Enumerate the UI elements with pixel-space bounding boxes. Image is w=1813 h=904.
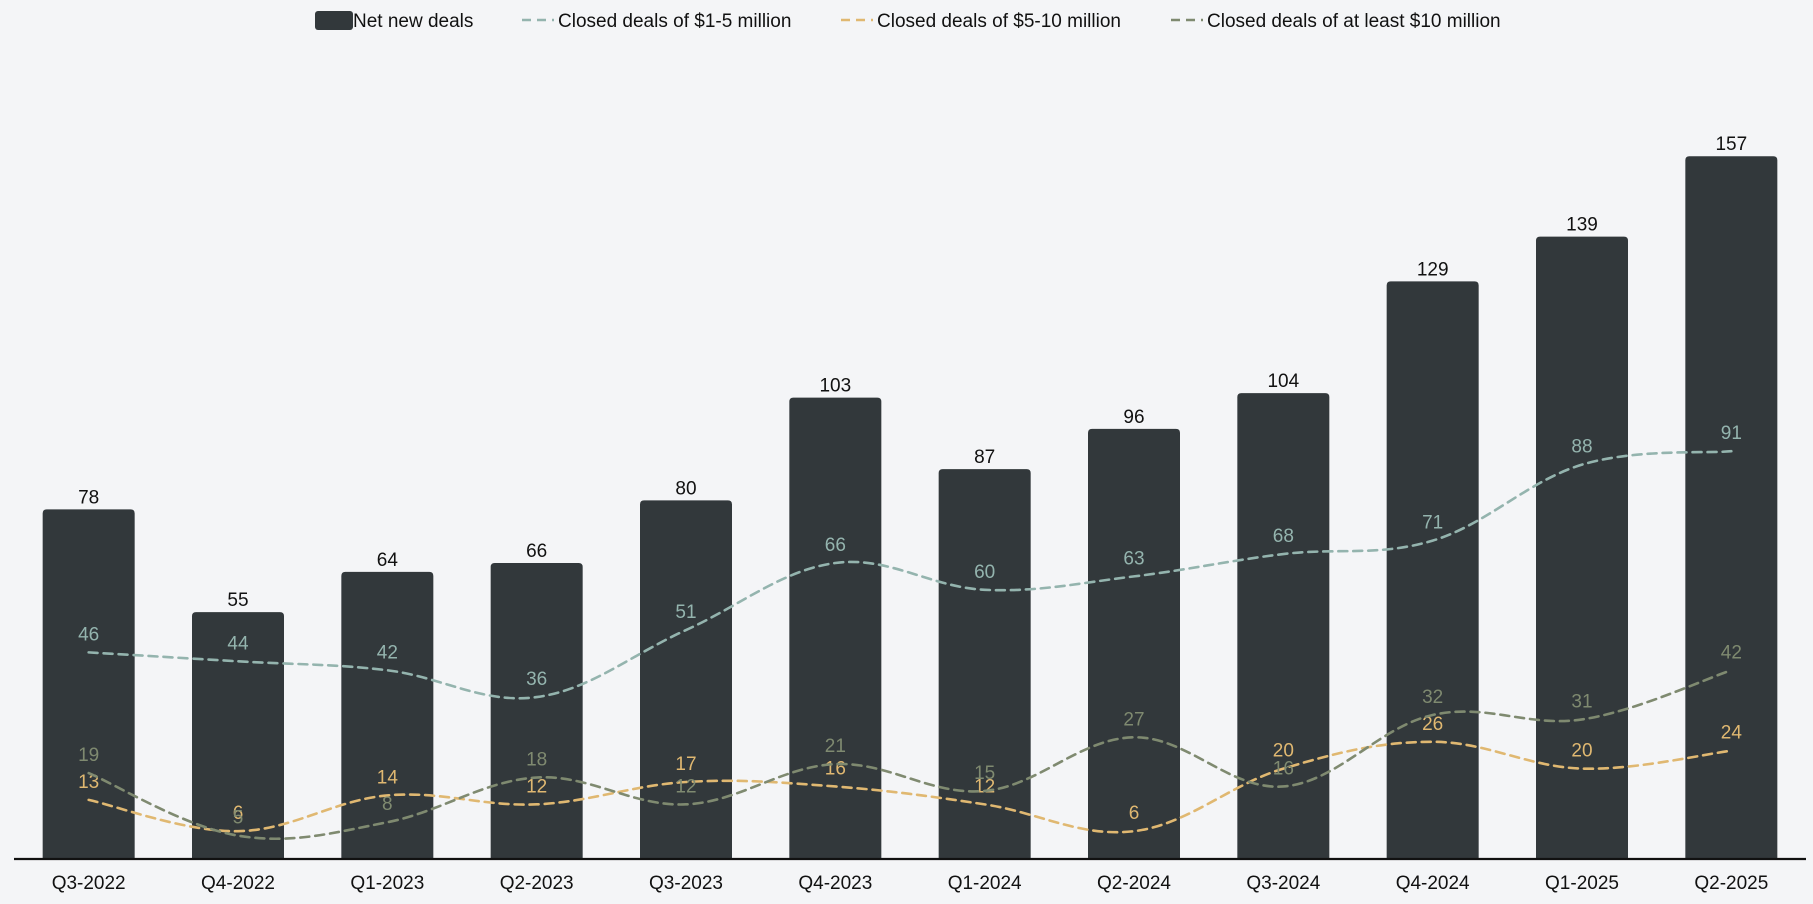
line-data-label: 60 <box>974 562 995 583</box>
legend-item: Net new deals <box>315 11 473 32</box>
bar <box>938 469 1031 858</box>
line-data-label: 42 <box>1721 642 1742 663</box>
line-data-label: 24 <box>1721 723 1743 744</box>
x-tick-label: Q4-2024 <box>1396 873 1470 894</box>
line-data-label: 6 <box>1129 803 1140 824</box>
series-line <box>87 449 1733 700</box>
legend-label: Closed deals of $1-5 million <box>558 11 791 32</box>
bar <box>1536 236 1628 859</box>
line-data-label: 32 <box>1422 687 1443 708</box>
bar-data-label: 104 <box>1267 371 1299 392</box>
bar <box>192 612 284 858</box>
line-series: 19 5 8 18 12 21 15 27 16 32 31 42 <box>78 642 1742 841</box>
x-tick-label: Q4-2022 <box>201 873 275 894</box>
bar <box>1237 393 1330 858</box>
x-tick-label: Q3-2022 <box>52 873 126 894</box>
line-data-label: 20 <box>1571 741 1592 762</box>
line-data-label: 26 <box>1422 714 1443 735</box>
line-data-label: 51 <box>675 602 696 623</box>
bar-data-label: 139 <box>1566 215 1598 236</box>
x-tick-label: Q1-2023 <box>350 873 424 894</box>
bar-data-label: 66 <box>526 541 547 562</box>
line-data-label: 66 <box>825 535 846 556</box>
line-data-label: 6 <box>233 803 244 824</box>
legend-item: Closed deals of $5-10 million <box>841 11 1121 32</box>
bar-data-label: 96 <box>1123 407 1144 428</box>
legend-label: Closed deals of $5-10 million <box>877 11 1121 32</box>
line-data-label: 5 <box>233 808 244 829</box>
series-line <box>87 668 1733 841</box>
x-tick-label: Q1-2025 <box>1545 873 1619 894</box>
line-data-label: 42 <box>377 642 398 663</box>
line-data-label: 44 <box>227 633 249 654</box>
bar <box>42 509 135 858</box>
line-data-label: 68 <box>1273 526 1294 547</box>
bar-data-label: 129 <box>1417 259 1449 280</box>
bar <box>341 571 434 858</box>
legend-label: Closed deals of at least $10 million <box>1207 11 1501 32</box>
line-data-label: 18 <box>526 750 547 771</box>
bar-data-label: 78 <box>78 487 99 508</box>
line-data-label: 19 <box>78 745 99 766</box>
line-data-label: 31 <box>1571 691 1592 712</box>
legend-item: Closed deals of at least $10 million <box>1171 11 1501 32</box>
x-tick-label: Q2-2025 <box>1694 873 1768 894</box>
bar-data-label: 64 <box>377 550 399 571</box>
line-data-label: 36 <box>526 669 547 690</box>
x-tick-label: Q4-2023 <box>798 873 872 894</box>
line-data-label: 8 <box>382 794 393 815</box>
line-data-label: 14 <box>377 767 399 788</box>
bar <box>1386 281 1479 858</box>
line-data-label: 46 <box>78 624 99 645</box>
bar-data-label: 103 <box>819 376 851 397</box>
line-data-label: 21 <box>825 736 846 757</box>
legend-swatch <box>315 11 353 30</box>
line-data-label: 15 <box>974 763 995 784</box>
legend: Net new deals Closed deals of $1-5 millio… <box>315 11 1501 32</box>
bar <box>640 500 732 858</box>
bar <box>789 397 882 858</box>
line-data-label: 71 <box>1422 513 1443 534</box>
bar <box>1685 156 1778 858</box>
bar <box>490 562 583 858</box>
x-tick-label: Q3-2024 <box>1246 873 1320 894</box>
line-series: 46 44 42 36 51 66 60 63 68 71 88 91 <box>78 423 1742 700</box>
bar-data-label: 80 <box>675 478 696 499</box>
line-data-label: 91 <box>1721 423 1742 444</box>
line-data-label: 20 <box>1273 741 1294 762</box>
line-data-label: 13 <box>78 772 99 793</box>
line-data-label: 27 <box>1123 709 1144 730</box>
line-data-label: 17 <box>675 754 696 775</box>
line-data-label: 88 <box>1571 437 1592 458</box>
line-data-label: 16 <box>825 758 846 779</box>
bar-data-label: 87 <box>974 447 995 468</box>
x-tick-label: Q2-2023 <box>500 873 574 894</box>
x-tick-label: Q3-2023 <box>649 873 723 894</box>
legend-item: Closed deals of $1-5 million <box>522 11 791 32</box>
line-data-label: 16 <box>1273 758 1294 779</box>
x-axis: Q3-2022 Q4-2022 Q1-2023 Q2-2023 Q3-2023 Q4-20… <box>14 857 1806 894</box>
x-tick-label: Q2-2024 <box>1097 873 1171 894</box>
line-data-label: 12 <box>675 776 696 797</box>
bar-data-label: 55 <box>227 590 248 611</box>
legend-label: Net new deals <box>353 11 473 32</box>
x-tick-label: Q1-2024 <box>948 873 1022 894</box>
line-data-label: 63 <box>1123 548 1144 569</box>
series-line <box>87 740 1733 834</box>
line-data-label: 12 <box>526 776 547 797</box>
line-data-label: 12 <box>974 776 995 797</box>
bar-data-label: 157 <box>1715 134 1747 155</box>
bar <box>1088 428 1180 858</box>
